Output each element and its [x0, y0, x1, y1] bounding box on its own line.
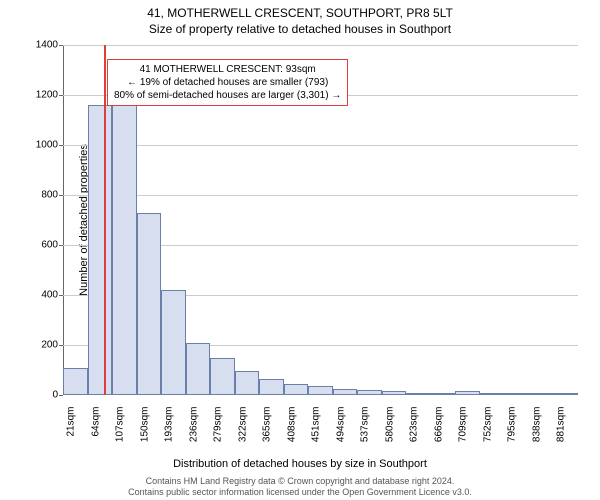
x-tick-label: 408sqm — [286, 407, 297, 453]
histogram-bar — [357, 390, 382, 395]
gridline — [63, 145, 578, 146]
y-tick-label: 200 — [18, 340, 58, 351]
x-tick-label: 623sqm — [409, 407, 420, 453]
x-tick-label: 64sqm — [90, 407, 101, 453]
histogram-bar — [137, 213, 162, 396]
x-tick-label: 795sqm — [507, 407, 518, 453]
histogram-bar — [63, 368, 88, 396]
x-tick-label: 494sqm — [335, 407, 346, 453]
y-tick-label: 800 — [18, 190, 58, 201]
x-tick-label: 838sqm — [531, 407, 542, 453]
y-axis-line — [63, 45, 64, 395]
y-tick-label: 1000 — [18, 140, 58, 151]
histogram-bar — [504, 393, 529, 395]
histogram-bar — [235, 371, 260, 395]
y-tick-mark — [59, 145, 63, 146]
y-tick-label: 1200 — [18, 90, 58, 101]
gridline — [63, 45, 578, 46]
y-tick-label: 400 — [18, 290, 58, 301]
x-tick-label: 881sqm — [556, 407, 567, 453]
histogram-bar — [480, 393, 505, 395]
histogram-bar — [161, 290, 186, 395]
chart-title-line2: Size of property relative to detached ho… — [0, 22, 600, 36]
histogram-bar — [406, 393, 431, 395]
x-tick-label: 21sqm — [66, 407, 77, 453]
x-tick-label: 666sqm — [433, 407, 444, 453]
y-tick-mark — [59, 195, 63, 196]
histogram-bar — [186, 343, 211, 396]
histogram-bar — [284, 384, 309, 395]
y-tick-mark — [59, 395, 63, 396]
y-tick-label: 600 — [18, 240, 58, 251]
gridline — [63, 195, 578, 196]
x-axis-label: Distribution of detached houses by size … — [0, 458, 600, 470]
x-tick-label: 322sqm — [237, 407, 248, 453]
y-tick-mark — [59, 95, 63, 96]
histogram-bar — [210, 358, 235, 396]
x-tick-label: 752sqm — [482, 407, 493, 453]
plot-area: 020040060080010001200140021sqm64sqm107sq… — [63, 45, 578, 395]
footer-attribution: Contains HM Land Registry data © Crown c… — [0, 476, 600, 498]
histogram-bar — [308, 386, 333, 395]
annotation-line: 41 MOTHERWELL CRESCENT: 93sqm — [114, 63, 341, 76]
histogram-bar — [553, 393, 578, 395]
y-tick-mark — [59, 295, 63, 296]
y-tick-mark — [59, 245, 63, 246]
histogram-bar — [529, 393, 554, 395]
x-tick-label: 279sqm — [213, 407, 224, 453]
y-tick-label: 1400 — [18, 40, 58, 51]
annotation-line: ← 19% of detached houses are smaller (79… — [114, 76, 341, 89]
histogram-bar — [455, 391, 480, 396]
annotation-box: 41 MOTHERWELL CRESCENT: 93sqm← 19% of de… — [107, 59, 348, 106]
x-tick-label: 365sqm — [262, 407, 273, 453]
footer-line2: Contains public sector information licen… — [0, 487, 600, 498]
x-tick-label: 709sqm — [458, 407, 469, 453]
histogram-bar — [431, 393, 456, 395]
y-tick-mark — [59, 45, 63, 46]
x-tick-label: 236sqm — [188, 407, 199, 453]
histogram-bar — [382, 391, 407, 395]
annotation-line: 80% of semi-detached houses are larger (… — [114, 89, 341, 102]
x-tick-label: 537sqm — [360, 407, 371, 453]
x-tick-label: 451sqm — [311, 407, 322, 453]
x-tick-label: 107sqm — [115, 407, 126, 453]
y-tick-label: 0 — [18, 390, 58, 401]
histogram-bar — [333, 389, 358, 395]
x-tick-label: 150sqm — [139, 407, 150, 453]
x-tick-label: 580sqm — [384, 407, 395, 453]
y-tick-mark — [59, 345, 63, 346]
histogram-bar — [259, 379, 284, 395]
histogram-bar — [88, 105, 113, 395]
x-tick-label: 193sqm — [164, 407, 175, 453]
chart-title-line1: 41, MOTHERWELL CRESCENT, SOUTHPORT, PR8 … — [0, 6, 600, 20]
histogram-bar — [112, 104, 137, 395]
reference-vline — [104, 45, 106, 395]
footer-line1: Contains HM Land Registry data © Crown c… — [0, 476, 600, 487]
